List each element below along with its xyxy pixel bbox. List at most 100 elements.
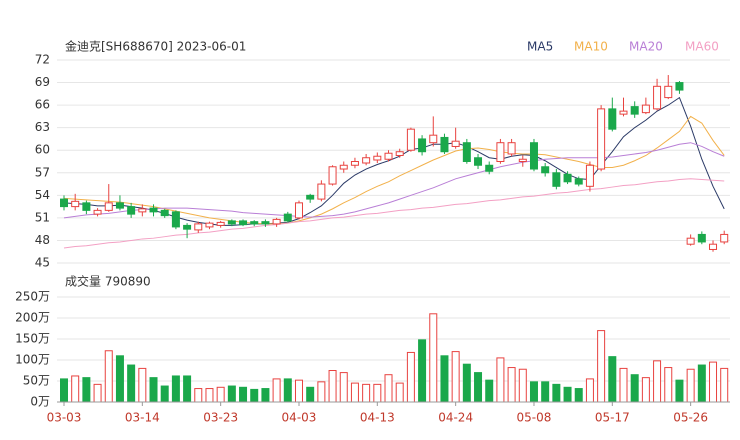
volume-title: 成交量 790890: [65, 274, 151, 289]
y-tick-label: 250万: [15, 290, 50, 304]
candle-body: [306, 194, 315, 200]
candle-body: [563, 173, 572, 183]
volume-bar: [518, 368, 527, 403]
candle-body: [664, 85, 673, 99]
candle-body: [686, 237, 695, 245]
volume-bar: [294, 379, 303, 403]
candle-body: [272, 218, 281, 225]
y-tick-label: 57: [35, 165, 50, 179]
candle-body: [429, 134, 438, 144]
volume-bar: [507, 367, 516, 403]
y-tick-label: 0万: [30, 395, 50, 409]
candle-body: [294, 202, 303, 219]
volume-bar: [630, 374, 639, 403]
volume-bar: [328, 370, 337, 403]
candle-body: [82, 202, 91, 211]
candle-body: [127, 206, 136, 215]
legend-label: MA60: [685, 40, 719, 54]
volume-bar: [709, 361, 718, 403]
volume-bar: [720, 367, 729, 403]
volume-bar: [149, 377, 158, 403]
volume-bar: [440, 355, 449, 403]
candle-body: [373, 155, 382, 161]
candle-body: [720, 233, 729, 243]
candle-body: [608, 108, 617, 130]
volume-bar: [697, 364, 706, 403]
y-tick-label: 51: [35, 210, 50, 224]
y-tick-label: 60: [35, 143, 50, 157]
volume-bar: [93, 383, 102, 403]
candle-body: [339, 164, 348, 170]
candle-body: [115, 202, 124, 209]
candle-body: [697, 233, 706, 243]
volume-bar: [250, 388, 259, 403]
ma-line: [63, 115, 725, 225]
volume-bar: [373, 383, 382, 403]
volume-bar: [462, 363, 471, 403]
candle-body: [183, 224, 192, 230]
candle-body: [350, 161, 359, 166]
legend-label: MA10: [574, 40, 608, 54]
volume-bar: [675, 379, 684, 403]
volume-bar: [350, 382, 359, 403]
volume-bar: [429, 313, 438, 403]
y-tick-label: 150万: [15, 332, 50, 346]
y-tick-label: 72: [35, 53, 50, 67]
y-tick-label: 200万: [15, 311, 50, 325]
x-tick-label: 05-17: [595, 411, 630, 425]
volume-bar: [552, 383, 561, 403]
volume-bar: [82, 377, 91, 403]
candle-body: [440, 136, 449, 153]
candle-body: [518, 158, 527, 163]
candle-body: [194, 223, 203, 231]
volume-bar: [138, 367, 147, 403]
volume-bar: [239, 386, 248, 403]
candle-body: [474, 157, 483, 166]
candle-body: [283, 213, 292, 222]
volume-bar: [418, 339, 427, 403]
candle-body: [418, 138, 427, 153]
volume-bar: [183, 375, 192, 403]
candle-body: [630, 106, 639, 115]
volume-bar: [104, 350, 113, 403]
volume-bar: [664, 367, 673, 403]
volume-bar: [474, 372, 483, 403]
x-tick-label: 03-23: [203, 411, 238, 425]
candle-body: [104, 202, 113, 211]
volume-bar: [686, 368, 695, 403]
volume-bar: [597, 330, 606, 403]
volume-bar: [406, 351, 415, 403]
candle-body: [552, 172, 561, 187]
candle-body: [239, 220, 248, 226]
volume-bar: [653, 360, 662, 403]
volume-bar: [317, 381, 326, 403]
volume-bar: [451, 351, 460, 403]
volume-bar: [608, 356, 617, 403]
candle-body: [675, 82, 684, 91]
candle-body: [507, 142, 516, 155]
ma-line: [63, 142, 725, 219]
candle-body: [160, 209, 169, 217]
x-tick-label: 03-03: [47, 411, 82, 425]
volume-bar: [529, 381, 538, 403]
candle-body: [216, 221, 225, 226]
x-tick-label: 04-24: [438, 411, 473, 425]
legend-label: MA20: [629, 40, 663, 54]
candle-body: [149, 207, 158, 213]
volume-bar: [216, 386, 225, 403]
volume-bar: [272, 378, 281, 403]
candle-body: [585, 164, 594, 187]
x-tick-label: 03-14: [125, 411, 160, 425]
volume-bar: [395, 382, 404, 403]
candle-body: [496, 142, 505, 163]
volume-bar: [619, 367, 628, 403]
volume-bar: [641, 377, 650, 403]
candle-body: [641, 104, 650, 114]
x-tick-label: 05-26: [673, 411, 708, 425]
volume-bar: [384, 374, 393, 403]
volume-bar: [496, 357, 505, 403]
ma-line: [63, 96, 725, 226]
chart-title: 金迪克[SH688670] 2023-06-01: [65, 39, 246, 54]
volume-bar: [563, 386, 572, 403]
